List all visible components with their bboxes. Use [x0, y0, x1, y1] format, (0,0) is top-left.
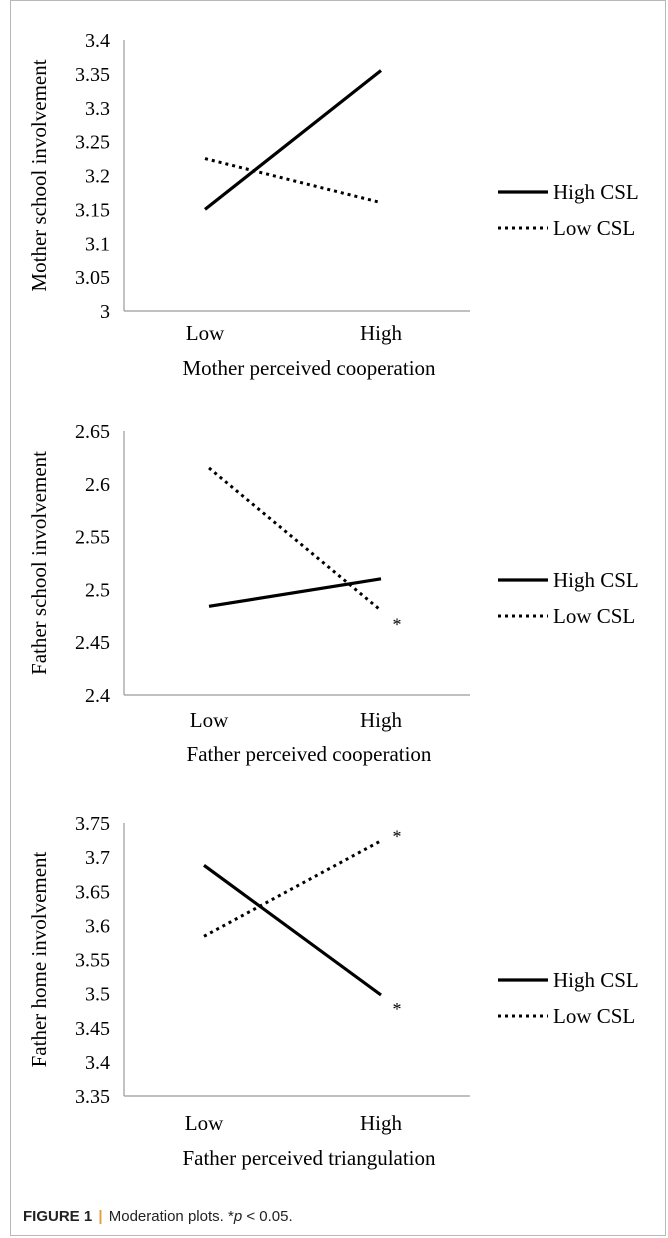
caption-label: FIGURE 1	[23, 1208, 93, 1225]
y-tick-label: 3.4	[85, 1052, 110, 1074]
significance-marker: *	[393, 615, 402, 635]
y-tick-label: 2.4	[85, 685, 110, 707]
y-tick-label: 3.75	[75, 813, 110, 835]
series-line-high-csl	[208, 577, 382, 608]
y-tick-label: 3.45	[75, 1018, 110, 1040]
x-axis-title: Mother perceived cooperation	[182, 356, 436, 380]
y-tick-label: 3.6	[85, 915, 110, 937]
figure-frame	[10, 0, 666, 1236]
x-tick-label: Low	[185, 1111, 224, 1135]
y-tick-label: 3.35	[75, 64, 110, 86]
y-tick-label: 3.5	[85, 984, 110, 1006]
y-tick-label: 3.35	[75, 1086, 110, 1108]
x-tick-label: Low	[190, 708, 229, 732]
legend-label-low-csl: Low CSL	[553, 1004, 635, 1028]
legend-label-high-csl: High CSL	[553, 568, 639, 592]
caption-text-1: Moderation plots. *	[108, 1208, 234, 1225]
caption-p-symbol: p	[233, 1208, 243, 1225]
x-tick-label: High	[360, 321, 403, 345]
y-tick-label: 2.6	[85, 474, 110, 496]
y-tick-label: 2.65	[75, 421, 110, 443]
x-tick-label: High	[360, 1111, 403, 1135]
y-tick-label: 3	[100, 301, 110, 323]
y-tick-label: 3.4	[85, 30, 110, 52]
y-tick-label: 3.1	[85, 233, 110, 255]
x-tick-label: Low	[186, 321, 225, 345]
y-tick-label: 2.55	[75, 527, 110, 549]
y-tick-label: 3.65	[75, 881, 110, 903]
x-axis-title: Father perceived triangulation	[182, 1146, 436, 1170]
y-tick-label: 3.3	[85, 98, 110, 120]
legend-label-low-csl: Low CSL	[553, 216, 635, 240]
series-line-high-csl	[203, 864, 382, 997]
x-axis-title: Father perceived cooperation	[187, 742, 432, 766]
legend-label-high-csl: High CSL	[553, 180, 639, 204]
y-tick-label: 3.05	[75, 267, 110, 289]
series-line-low-csl	[204, 157, 382, 205]
caption-separator: |	[98, 1208, 103, 1225]
x-tick-label: High	[360, 708, 403, 732]
series-line-low-csl	[208, 466, 382, 612]
significance-marker: *	[393, 827, 402, 847]
caption-text-2: < 0.05.	[242, 1208, 293, 1225]
y-tick-label: 3.25	[75, 132, 110, 154]
y-axis-title: Father school involvement	[27, 451, 51, 675]
series-line-high-csl	[204, 69, 382, 211]
y-tick-label: 3.7	[85, 847, 110, 869]
legend-label-high-csl: High CSL	[553, 968, 639, 992]
y-axis-title: Father home involvement	[27, 851, 51, 1067]
significance-marker: *	[393, 999, 402, 1019]
figure-caption: FIGURE 1 | Moderation plots. *p < 0.05.	[23, 1208, 293, 1225]
series-line-low-csl	[203, 839, 382, 938]
legend-label-low-csl: Low CSL	[553, 604, 635, 628]
y-tick-label: 3.15	[75, 199, 110, 221]
y-axis-title: Mother school involvement	[27, 59, 51, 291]
y-tick-label: 2.45	[75, 632, 110, 654]
y-tick-label: 2.5	[85, 579, 110, 601]
y-tick-label: 3.2	[85, 166, 110, 188]
y-tick-label: 3.55	[75, 950, 110, 972]
